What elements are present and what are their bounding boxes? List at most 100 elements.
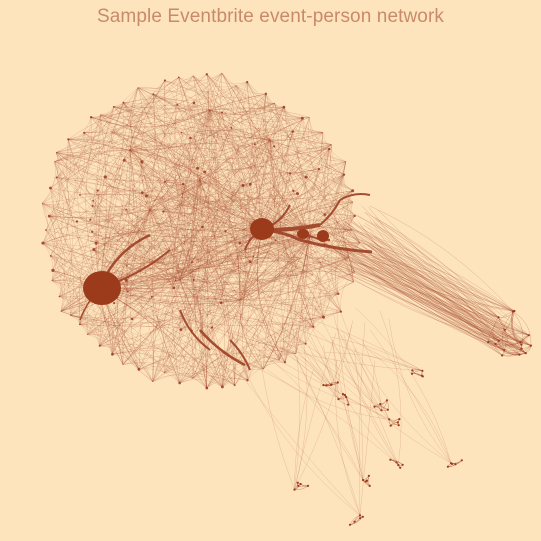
network-node xyxy=(79,194,81,196)
network-edge xyxy=(283,107,311,237)
network-edge xyxy=(235,85,330,150)
network-edge xyxy=(283,106,323,133)
network-edge xyxy=(206,235,311,389)
network-edge xyxy=(79,149,131,325)
network-edge xyxy=(99,201,353,289)
network-edge xyxy=(190,179,235,386)
network-edge xyxy=(123,74,207,104)
network-edge xyxy=(152,233,256,382)
network-edge xyxy=(42,194,81,205)
network-edge xyxy=(125,102,275,281)
network-edge xyxy=(129,149,208,389)
network-node xyxy=(322,384,325,387)
network-edge xyxy=(45,152,62,231)
network-edge xyxy=(54,146,129,162)
network-edge xyxy=(51,179,201,281)
network-edge xyxy=(246,81,263,231)
network-node xyxy=(196,166,199,170)
network-edge xyxy=(369,205,513,312)
network-edge xyxy=(49,215,66,297)
network-edge xyxy=(239,103,275,301)
network-node xyxy=(379,403,382,406)
network-edge xyxy=(283,107,353,203)
network-edge xyxy=(192,177,307,379)
network-edge xyxy=(358,221,499,341)
figure-title: Sample Eventbrite event-person network xyxy=(96,6,445,27)
network-node xyxy=(163,79,166,82)
network-edge xyxy=(206,74,323,133)
network-node xyxy=(162,210,165,213)
network-edge xyxy=(141,102,195,163)
network-edge xyxy=(92,231,235,386)
network-edge xyxy=(126,262,193,282)
network-edge xyxy=(303,205,505,351)
network-node xyxy=(67,138,70,141)
network-node xyxy=(337,292,340,295)
network-edge xyxy=(92,162,291,201)
network-edge xyxy=(99,176,307,346)
network-edge xyxy=(41,203,75,316)
network-edge xyxy=(59,295,241,301)
network-edge xyxy=(302,118,345,175)
network-edge xyxy=(99,271,355,303)
network-edge xyxy=(375,217,529,336)
network-node xyxy=(359,517,362,520)
network-edge xyxy=(209,109,332,145)
network-edge xyxy=(315,261,499,341)
network-edge xyxy=(326,253,531,346)
network-node xyxy=(252,255,255,258)
network-edge xyxy=(263,235,311,370)
network-edge xyxy=(193,75,249,277)
network-edge xyxy=(315,257,505,330)
network-edge xyxy=(251,339,423,371)
network-edge xyxy=(263,235,311,370)
network-edge xyxy=(297,305,339,400)
network-edge xyxy=(207,91,242,293)
network-edge xyxy=(305,263,499,341)
network-edge xyxy=(295,317,324,354)
network-edge xyxy=(122,355,248,381)
network-node xyxy=(210,326,214,329)
network-edge xyxy=(96,102,124,289)
network-edge xyxy=(344,365,382,411)
network-edge xyxy=(181,132,307,178)
network-edge xyxy=(306,176,326,215)
network-edge xyxy=(79,324,113,355)
network-edge xyxy=(59,296,153,382)
network-edge xyxy=(179,364,264,384)
network-edge xyxy=(137,87,241,301)
network-edge xyxy=(42,106,114,204)
network-edge xyxy=(45,229,241,301)
network-edge xyxy=(80,204,220,233)
network-edge xyxy=(102,229,321,263)
network-node xyxy=(176,103,179,106)
network-edge xyxy=(54,161,241,244)
network-edge xyxy=(179,279,194,379)
network-edge xyxy=(342,249,499,341)
network-edge xyxy=(332,261,489,343)
network-edge xyxy=(56,177,181,281)
network-edge xyxy=(90,117,263,231)
network-edge xyxy=(127,145,239,292)
network-edge xyxy=(179,248,209,384)
network-node xyxy=(224,230,227,233)
network-edge xyxy=(179,279,223,388)
network-edge xyxy=(343,190,355,273)
network-node xyxy=(341,393,345,396)
network-edge xyxy=(261,107,285,231)
network-edge xyxy=(50,209,151,257)
network-edge xyxy=(361,262,503,356)
network-edge xyxy=(179,81,248,281)
network-edge xyxy=(153,94,201,181)
network-edge xyxy=(149,209,208,389)
network-edge xyxy=(341,161,361,243)
network-edge xyxy=(54,161,93,206)
network-edge xyxy=(308,248,526,354)
network-edge xyxy=(239,132,324,301)
network-edge xyxy=(153,94,239,147)
network-edge xyxy=(70,315,100,346)
network-node xyxy=(337,398,340,401)
network-node xyxy=(291,130,295,133)
network-node xyxy=(364,480,367,483)
network-edge xyxy=(261,229,342,312)
